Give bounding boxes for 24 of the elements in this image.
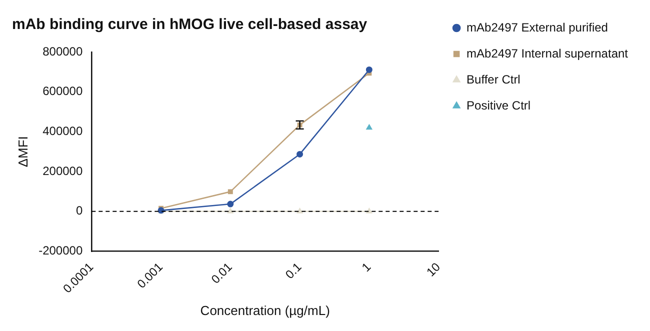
legend-label: Buffer Ctrl: [466, 72, 520, 86]
point: [228, 208, 234, 214]
point: [366, 66, 372, 73]
point: [296, 150, 304, 158]
x-tick-label: 0.01: [208, 260, 236, 286]
y-tick-label: -200000: [38, 244, 83, 258]
x-tick-label: 10: [424, 260, 444, 280]
point: [228, 189, 233, 194]
legend-label: mAb2497 Internal supernatant: [466, 46, 629, 60]
y-tick-label: 800000: [42, 44, 83, 58]
chart-title: mAb binding curve in hMOG live cell-based assay: [12, 16, 368, 34]
point: [227, 200, 234, 208]
y-axis-title: ΔMFI: [15, 136, 30, 168]
y-tick-label: 200000: [42, 164, 83, 178]
point: [366, 124, 372, 130]
x-tick-label: 1: [359, 260, 374, 275]
legend-label: Positive Ctrl: [466, 98, 531, 112]
x-tick-label: 0.1: [282, 260, 304, 282]
y-tick-label: 0: [76, 204, 83, 218]
y-tick-label: 600000: [42, 84, 83, 98]
x-axis-title: Concentration (µg/mL): [200, 302, 330, 318]
point: [296, 208, 303, 214]
y-tick-label: 400000: [42, 124, 83, 138]
legend-label: mAb2497 External purified: [466, 20, 608, 34]
